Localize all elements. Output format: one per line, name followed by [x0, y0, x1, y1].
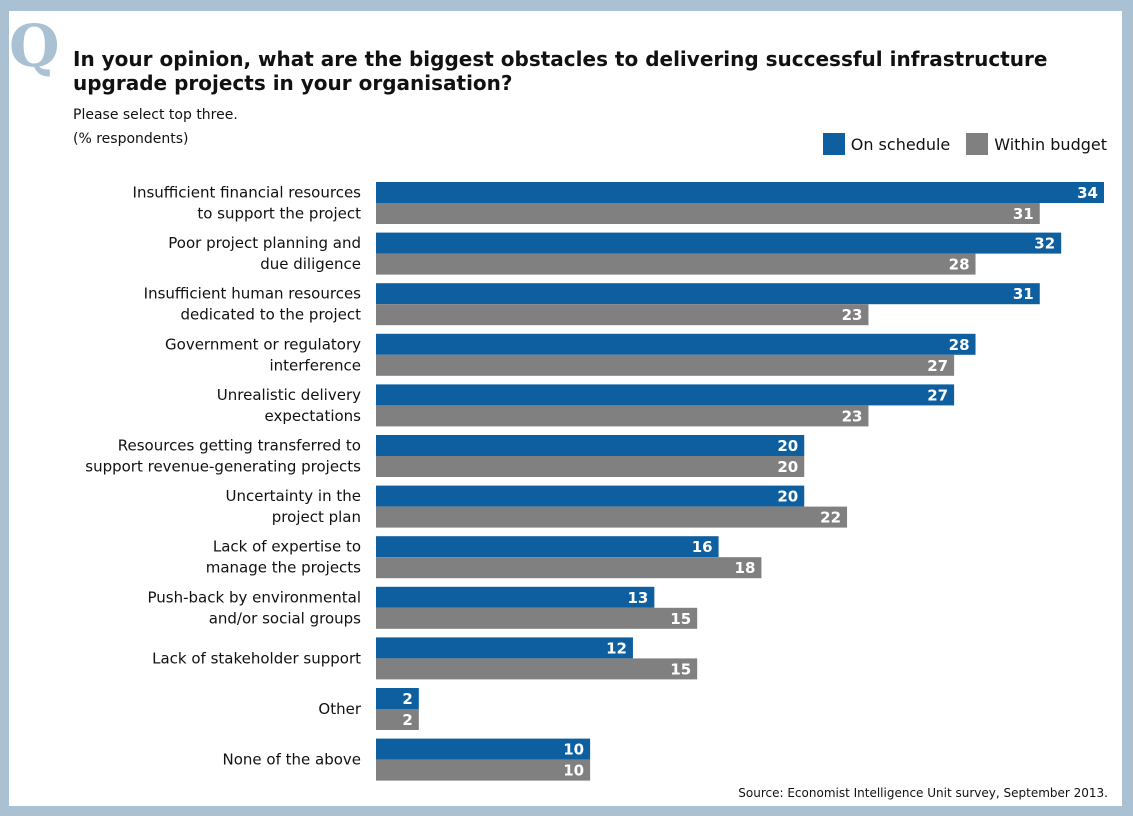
category-label-line: support revenue-generating projects [85, 458, 361, 476]
data-label-on-schedule: 10 [563, 741, 584, 759]
bar-within-budget [376, 253, 976, 275]
legend-label-within-budget: Within budget [994, 134, 1107, 154]
bar-within-budget [376, 607, 698, 629]
question-mark-icon: Q [9, 12, 60, 80]
data-label-within-budget: 2 [402, 711, 412, 729]
category-label-line: Unrealistic delivery [217, 386, 361, 404]
category-label-line: to support the project [197, 205, 361, 223]
legend-label-on-schedule: On schedule [850, 134, 951, 154]
bar-within-budget [376, 557, 762, 579]
category-label-line: Uncertainty in the [226, 487, 361, 505]
data-label-within-budget: 23 [842, 306, 863, 324]
data-label-on-schedule: 2 [402, 690, 412, 708]
category-label: Other [318, 700, 361, 718]
data-label-within-budget: 20 [777, 458, 798, 476]
data-label-within-budget: 10 [563, 762, 584, 780]
chart-unit-label: (% respondents) [73, 131, 189, 147]
category-label-line: None of the above [222, 751, 361, 769]
bar-chart: Insufficient financial resources to suppo… [85, 182, 1104, 781]
category-label-line: Poor project planning and [168, 234, 361, 252]
category-label: Resources getting transferred to support … [85, 437, 361, 476]
bar-within-budget [376, 709, 419, 730]
bar-within-budget [376, 354, 955, 376]
bar-on-schedule [376, 182, 1104, 203]
category-label: Unrealistic delivery expectations [217, 386, 361, 425]
category-label: Insufficient financial resources to suppo… [133, 184, 362, 223]
data-label-on-schedule: 16 [692, 538, 713, 556]
legend-swatch-within-budget [966, 133, 989, 155]
category-label-line: expectations [265, 407, 362, 425]
category-label: Lack of stakeholder support [152, 649, 361, 667]
category-label: Push-back by environmental and/or social … [148, 588, 362, 627]
bar-on-schedule [376, 637, 633, 659]
category-label: Uncertainty in the project plan [226, 487, 361, 526]
category-label-line: Government or regulatory [165, 335, 361, 353]
category-label-line: Lack of expertise to [213, 538, 361, 556]
legend-swatch-on-schedule [822, 133, 845, 155]
category-label-line: Resources getting transferred to [118, 437, 361, 455]
data-label-within-budget: 31 [1013, 205, 1034, 223]
data-label-within-budget: 15 [670, 610, 691, 628]
data-label-on-schedule: 28 [949, 336, 970, 354]
bar-on-schedule [376, 586, 655, 608]
data-label-within-budget: 22 [820, 509, 841, 527]
bar-within-budget [376, 405, 869, 427]
data-label-within-budget: 15 [670, 660, 691, 678]
bar-on-schedule [376, 435, 805, 456]
data-label-within-budget: 23 [842, 407, 863, 425]
category-label-line: dedicated to the project [180, 306, 361, 324]
bar-within-budget [376, 658, 698, 680]
data-label-on-schedule: 20 [777, 437, 798, 455]
bar-on-schedule [376, 232, 1062, 254]
category-label-line: and/or social groups [209, 609, 361, 627]
data-label-on-schedule: 31 [1013, 285, 1034, 303]
data-label-on-schedule: 32 [1034, 235, 1055, 253]
bar-on-schedule [376, 536, 719, 558]
data-label-on-schedule: 12 [606, 639, 627, 657]
legend-item-within-budget: Within budget [966, 133, 1107, 155]
bar-on-schedule [376, 384, 955, 406]
bar-within-budget [376, 456, 805, 477]
category-label: Lack of expertise to manage the projects [206, 538, 361, 577]
bar-on-schedule [376, 333, 976, 355]
bar-on-schedule [376, 688, 419, 709]
category-label-line: interference [269, 356, 361, 374]
data-label-on-schedule: 34 [1077, 184, 1098, 202]
chart-panel: Q In your opinion, what are the biggest … [9, 11, 1122, 806]
data-label-on-schedule: 20 [777, 488, 798, 506]
category-label-line: Lack of stakeholder support [152, 649, 361, 667]
chart-title: In your opinion, what are the biggest ob… [73, 47, 1048, 95]
bar-within-budget [376, 304, 869, 326]
category-label-line: Insufficient human resources [144, 285, 362, 303]
category-label: Poor project planning and due diligence [168, 234, 361, 273]
bar-on-schedule [376, 738, 591, 760]
chart-subtitle: Please select top three. [73, 107, 238, 123]
category-label-line: due diligence [260, 255, 361, 273]
data-label-within-budget: 18 [735, 559, 756, 577]
category-label-line: Other [318, 700, 361, 718]
category-label-line: Insufficient financial resources [133, 184, 362, 202]
data-label-within-budget: 27 [927, 357, 948, 375]
legend: On schedule Within budget [807, 133, 1107, 155]
category-label-line: project plan [272, 508, 361, 526]
bar-within-budget [376, 506, 848, 528]
bar-on-schedule [376, 485, 805, 507]
bar-on-schedule [376, 283, 1040, 305]
category-label-line: Push-back by environmental [148, 588, 362, 606]
bar-within-budget [376, 203, 1040, 224]
bar-within-budget [376, 759, 591, 781]
category-label: None of the above [222, 751, 361, 769]
category-label: Government or regulatory interference [165, 335, 361, 374]
source-note: Source: Economist Intelligence Unit surv… [738, 786, 1108, 800]
legend-item-on-schedule: On schedule [822, 133, 951, 155]
data-label-within-budget: 28 [949, 256, 970, 274]
category-label-line: manage the projects [206, 559, 361, 577]
data-label-on-schedule: 27 [927, 386, 948, 404]
data-label-on-schedule: 13 [627, 589, 648, 607]
category-label: Insufficient human resources dedicated to… [144, 285, 362, 324]
